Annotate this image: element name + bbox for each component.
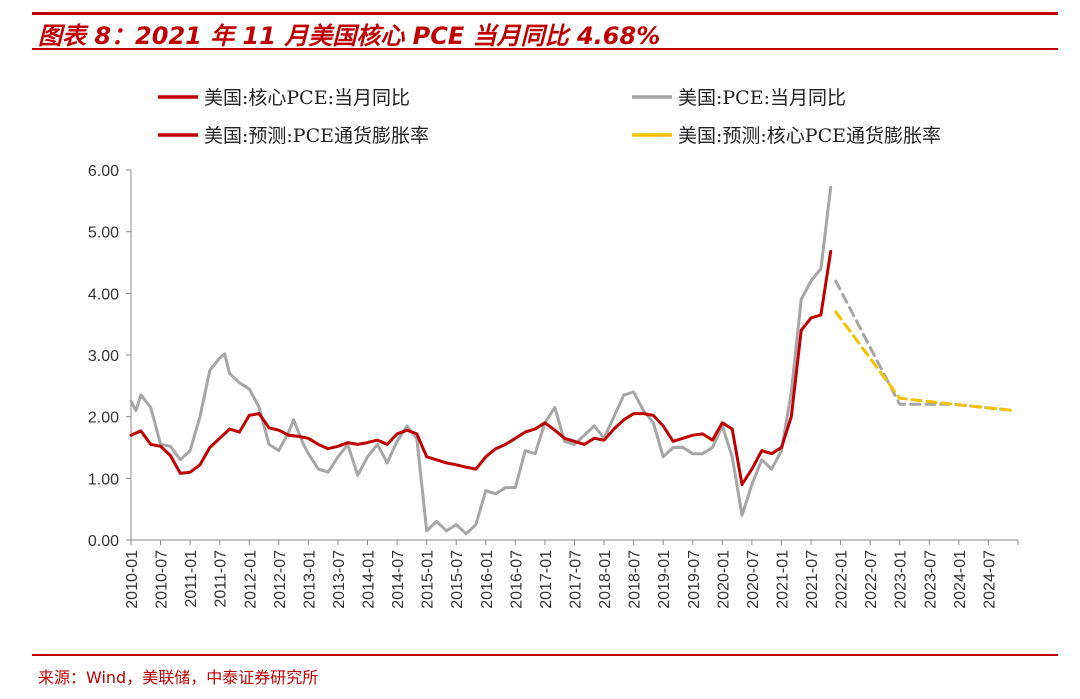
x-tick-label: 2015-01 xyxy=(420,550,437,609)
title-rule xyxy=(32,48,1058,50)
series-group xyxy=(129,185,1015,536)
y-tick-label: 1.00 xyxy=(88,471,119,488)
series-line-2 xyxy=(129,185,833,536)
x-tick-label: 2011-01 xyxy=(183,550,200,608)
x-tick-label: 2023-01 xyxy=(893,550,910,609)
x-tick-label: 2013-01 xyxy=(301,550,318,609)
x-tick-label: 2020-01 xyxy=(715,550,732,609)
x-tick-label: 2010-07 xyxy=(154,550,171,609)
x-tick-label: 2018-01 xyxy=(597,550,614,609)
legend-label: 美国:PCE:当月同比 xyxy=(678,87,846,109)
x-tick-label: 2012-07 xyxy=(272,550,289,609)
x-tick-label: 2019-01 xyxy=(656,550,673,609)
x-tick-label: 2018-07 xyxy=(627,550,644,609)
x-tick-label: 2020-07 xyxy=(745,550,762,609)
top-rule xyxy=(32,12,1058,15)
y-tick-label: 2.00 xyxy=(88,410,119,427)
x-tick-label: 2019-07 xyxy=(686,550,703,609)
legend-label: 美国:核心PCE:当月同比 xyxy=(204,87,410,109)
legend-label: 美国:预测:PCE通货膨胀率 xyxy=(204,125,429,147)
x-tick-label: 2014-01 xyxy=(361,550,378,609)
legend-label: 美国:预测:核心PCE通货膨胀率 xyxy=(678,125,941,147)
series-line-3 xyxy=(834,279,1015,412)
x-tick-label: 2016-01 xyxy=(479,550,496,609)
chart-title: 图表 8：2021 年 11 月美国核心 PCE 当月同比 4.68% xyxy=(38,22,661,50)
axes: 0.00 1.00 2.00 3.00 4.00 5.00 6.00 2010-01 2010-… xyxy=(88,163,1019,609)
footer-rule xyxy=(32,654,1058,656)
x-tick-label: 2024-01 xyxy=(952,550,969,609)
x-tick-label: 2022-07 xyxy=(863,550,880,609)
x-tick-label: 2017-07 xyxy=(568,550,585,609)
x-tick-label: 2016-07 xyxy=(508,550,525,609)
x-tick-label: 2022-01 xyxy=(834,550,851,609)
x-tick-label: 2021-01 xyxy=(774,550,791,609)
series-line-4 xyxy=(834,310,1015,412)
x-tick-label: 2010-01 xyxy=(124,550,141,609)
x-tick-label: 2012-01 xyxy=(242,550,259,609)
series-line-1 xyxy=(129,249,833,486)
x-tick-label: 2024-07 xyxy=(981,550,998,609)
x-tick-label: 2011-07 xyxy=(213,550,230,608)
x-tick-label: 2021-07 xyxy=(804,550,821,609)
y-tick-label: 6.00 xyxy=(88,163,119,180)
y-tick-label: 4.00 xyxy=(88,286,119,303)
x-tick-label: 2017-01 xyxy=(538,550,555,609)
x-tick-label: 2015-07 xyxy=(449,550,466,609)
x-tick-label: 2014-07 xyxy=(390,550,407,609)
y-tick-label: 3.00 xyxy=(88,348,119,365)
y-tick-label: 5.00 xyxy=(88,225,119,242)
source-note: 来源：Wind，美联储，中泰证券研究所 xyxy=(38,668,319,687)
y-tick-label: 0.00 xyxy=(88,533,119,550)
x-tick-label: 2013-07 xyxy=(331,550,348,609)
x-tick-label: 2023-07 xyxy=(922,550,939,609)
